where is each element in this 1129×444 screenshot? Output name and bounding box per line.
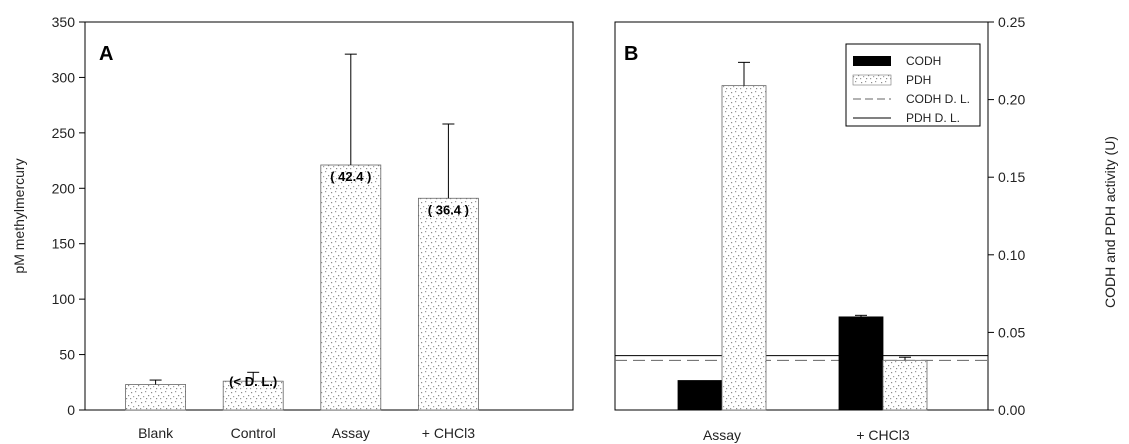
x-tick-label: + CHCl3	[856, 427, 910, 443]
legend-label-codh: CODH	[906, 54, 941, 68]
panel-a-chart: A pM methylmercury 0 50 100 150 200 250 300 350…	[11, 14, 574, 441]
panel-b-bars	[677, 61, 928, 411]
legend-label-codh-dl: CODH D. L.	[906, 92, 970, 106]
panel-a-y-axis-label: pM methylmercury	[11, 158, 27, 273]
codh-bar	[838, 316, 884, 411]
panel-b-x-ticks: Assay + CHCl3	[703, 427, 910, 443]
panel-b-y-tick-label: 0.05	[998, 324, 1025, 340]
bar	[125, 384, 186, 411]
panel-b-y-tick-label: 0.20	[998, 92, 1025, 108]
x-tick-label: + CHCl3	[422, 425, 476, 441]
bar	[222, 380, 284, 411]
panel-a-x-ticks: Blank Control Assay + CHCl3	[138, 425, 475, 441]
panel-a-letter: A	[99, 43, 113, 65]
panel-a-y-tick-label: 250	[52, 125, 76, 141]
panel-b-y-tick-label: 0.10	[998, 247, 1025, 263]
codh-bar	[677, 380, 723, 411]
data-label: ( 36.4 )	[428, 202, 469, 217]
panel-a-y-ticks: 0 50 100 150 200 250 300 350	[52, 14, 85, 418]
panel-b-reference-lines	[615, 355, 988, 361]
panel-b-y-ticks: 0.00 0.05 0.10 0.15 0.20 0.25	[988, 14, 1025, 418]
legend-swatch-pdh	[852, 74, 892, 86]
bar	[320, 164, 382, 411]
x-tick-label: Assay	[332, 425, 370, 441]
panel-b-letter: B	[624, 43, 638, 65]
data-label: (< D. L.)	[229, 374, 277, 389]
panel-a-y-tick-label: 100	[52, 291, 76, 307]
panel-b-y-tick-label: 0.25	[998, 14, 1025, 30]
panel-b-chart: B CODH and PDH activity (U) 0.00 0.05 0.10…	[614, 14, 1118, 443]
x-tick-label: Blank	[138, 425, 174, 441]
panel-a-y-tick-label: 300	[52, 69, 76, 85]
bar	[417, 197, 479, 411]
data-label: ( 42.4 )	[330, 169, 371, 184]
panel-b-y-axis-label: CODH and PDH activity (U)	[1102, 136, 1118, 308]
pdh-bar	[882, 359, 928, 411]
legend-swatch-codh	[853, 56, 891, 66]
x-tick-label: Assay	[703, 427, 741, 443]
panel-a-y-tick-label: 350	[52, 14, 76, 30]
panel-b-y-tick-label: 0.00	[998, 402, 1025, 418]
legend-label-pdh-dl: PDH D. L.	[906, 111, 960, 125]
panel-a-y-tick-label: 50	[59, 347, 75, 363]
x-tick-label: Control	[231, 425, 276, 441]
pdh-bar	[721, 85, 767, 411]
panel-a-bars: (< D. L.) ( 42.4 ) ( 36.4 )	[125, 53, 479, 411]
legend-label-pdh: PDH	[906, 73, 931, 87]
panel-a-y-tick-label: 200	[52, 180, 76, 196]
panel-b-plot-frame	[614, 21, 989, 411]
panel-b-y-tick-label: 0.15	[998, 169, 1025, 185]
panel-a-y-tick-label: 0	[67, 402, 75, 418]
panel-a-y-tick-label: 150	[52, 236, 76, 252]
legend: CODH PDH CODH D. L. PDH D. L.	[845, 43, 981, 127]
